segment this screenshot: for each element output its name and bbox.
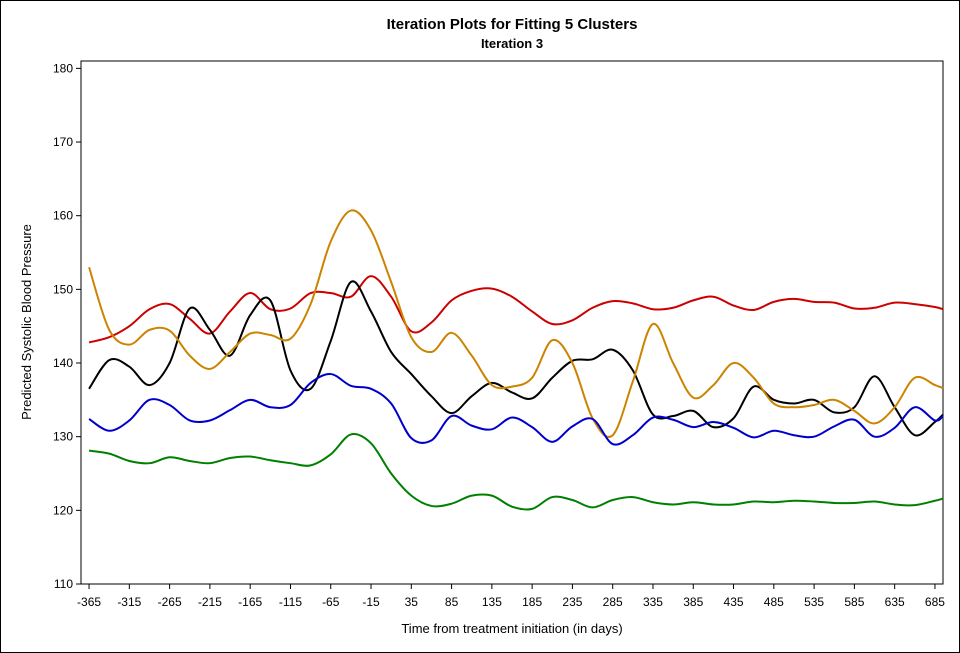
series-line-3 [88,209,944,438]
x-tick-label: 135 [482,595,502,609]
x-axis: -365 -315 -265 -215 -165 -115 -65 -15 35 85 135 185… [77,584,945,609]
x-tick-label: 85 [445,595,459,609]
series-line-4 [88,373,944,446]
y-tick-label: 140 [53,356,73,370]
x-tick-label: 185 [522,595,542,609]
y-axis-label: Predicted Systolic Blood Pressure [19,224,34,420]
x-tick-label: 385 [683,595,703,609]
series-line-1 [88,275,944,344]
y-tick-label: 160 [53,209,73,223]
x-tick-label: -265 [158,595,182,609]
series-line-2 [88,280,944,437]
y-tick-label: 180 [53,61,73,75]
y-axis: 110 120 130 140 150 160 170 180 [53,61,81,591]
x-tick-label: -215 [198,595,222,609]
series-layer [88,209,944,511]
x-tick-label: 335 [643,595,663,609]
x-tick-label: 35 [405,595,419,609]
chart-title: Iteration Plots for Fitting 5 Clusters [387,16,638,33]
x-tick-label: 585 [844,595,864,609]
series-line-5 [88,433,944,511]
x-tick-label: 685 [925,595,945,609]
x-tick-label: -315 [117,595,141,609]
plot-frame [80,60,944,585]
x-tick-label: 635 [885,595,905,609]
x-tick-label: 285 [603,595,623,609]
x-tick-label: -15 [362,595,380,609]
x-tick-label: 435 [724,595,744,609]
x-tick-label: 485 [764,595,784,609]
y-tick-label: 170 [53,135,73,149]
chart-subtitle: Iteration 3 [481,36,543,51]
y-tick-label: 130 [53,430,73,444]
x-tick-label: -365 [77,595,101,609]
y-tick-label: 120 [53,503,73,517]
x-tick-label: -115 [279,595,302,609]
x-axis-label: Time from treatment initiation (in days) [401,621,622,636]
y-tick-label: 110 [54,577,73,591]
x-tick-label: 535 [804,595,824,609]
x-tick-label: -65 [322,595,340,609]
y-tick-label: 150 [53,282,73,296]
x-tick-label: -165 [238,595,262,609]
x-tick-label: 235 [562,595,582,609]
